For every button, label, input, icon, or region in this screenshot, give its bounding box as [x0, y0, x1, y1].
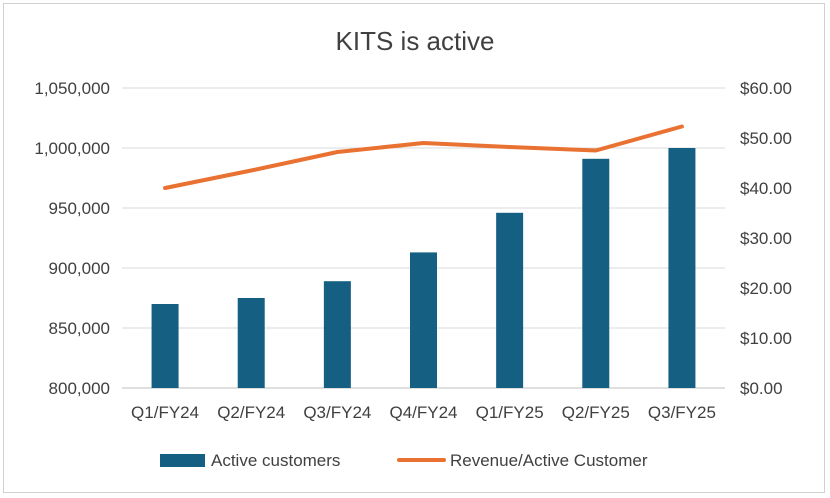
y-left-tick-label: 950,000	[49, 199, 110, 218]
x-tick-label: Q2/FY25	[562, 403, 630, 422]
bar-q2-fy25	[582, 158, 610, 388]
x-tick-label: Q3/FY25	[648, 403, 716, 422]
y-left-tick-label: 1,050,000	[34, 79, 110, 98]
legend-label-active-customers: Active customers	[211, 451, 340, 470]
y-left-tick-label: 1,000,000	[34, 139, 110, 158]
bar-q1-fy25	[496, 212, 524, 388]
bar-q3-fy25	[668, 148, 696, 388]
bar-q4-fy24	[410, 252, 437, 388]
y-axis-left: 800,000 850,000 900,000 950,000 1,000,000 1,0…	[34, 79, 110, 398]
x-axis: Q1/FY24 Q2/FY24 Q3/FY24 Q4/FY24 Q1/FY25 Q2/FY…	[131, 403, 716, 422]
gridlines	[122, 87, 725, 389]
legend-swatch-active-customers	[160, 454, 205, 467]
y-left-tick-label: 800,000	[49, 379, 110, 398]
bar-q2-fy24	[237, 298, 265, 388]
x-tick-label: Q4/FY24	[389, 403, 457, 422]
y-left-tick-label: 850,000	[49, 319, 110, 338]
y-right-tick-label: $20.00	[740, 279, 792, 298]
bars-active-customers	[151, 148, 696, 388]
bar-q1-fy24	[151, 304, 179, 388]
line-revenue-per-customer	[163, 124, 684, 190]
y-right-tick-label: $10.00	[740, 329, 792, 348]
y-right-tick-label: $0.00	[740, 379, 783, 398]
chart-title: KITS is active	[336, 26, 495, 56]
y-right-tick-label: $30.00	[740, 229, 792, 248]
bar-q3-fy24	[323, 281, 351, 388]
x-tick-label: Q3/FY24	[303, 403, 371, 422]
y-right-tick-label: $50.00	[740, 129, 792, 148]
legend-label-revenue-per-customer: Revenue/Active Customer	[450, 451, 648, 470]
x-tick-label: Q2/FY24	[217, 403, 285, 422]
y-axis-right: $0.00 $10.00 $20.00 $30.00 $40.00 $50.00 $60.0…	[740, 79, 792, 398]
legend: Active customers Revenue/Active Customer	[160, 451, 648, 470]
y-left-tick-label: 900,000	[49, 259, 110, 278]
x-tick-label: Q1/FY25	[476, 403, 544, 422]
y-right-tick-label: $60.00	[740, 79, 792, 98]
y-right-tick-label: $40.00	[740, 179, 792, 198]
x-tick-label: Q1/FY24	[131, 403, 199, 422]
